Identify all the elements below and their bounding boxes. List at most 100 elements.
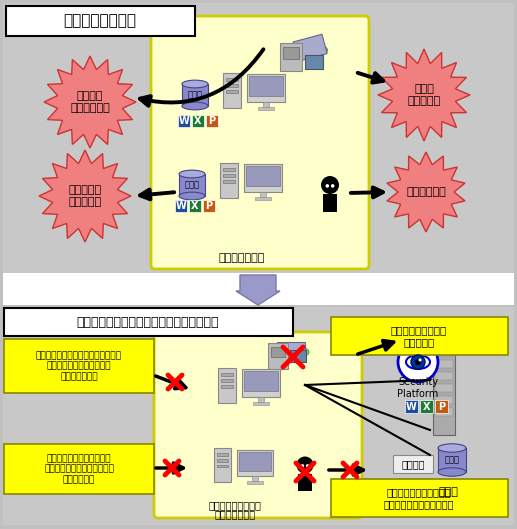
Bar <box>3 273 514 305</box>
Bar <box>220 162 238 197</box>
Bar <box>435 372 453 380</box>
Bar <box>217 453 229 456</box>
Ellipse shape <box>438 444 466 452</box>
Text: 媒体への書き出しや
印刷を制限: 媒体への書き出しや 印刷を制限 <box>391 325 447 347</box>
Bar <box>221 372 233 376</box>
Bar <box>189 200 201 212</box>
Text: 従来のパソコン: 従来のパソコン <box>219 253 265 263</box>
Circle shape <box>331 184 334 188</box>
Bar <box>323 194 337 212</box>
FancyBboxPatch shape <box>151 16 369 269</box>
Circle shape <box>301 464 304 468</box>
FancyBboxPatch shape <box>331 479 508 517</box>
Bar <box>260 192 266 197</box>
Bar <box>221 385 233 388</box>
Bar <box>435 384 453 392</box>
Bar <box>3 307 514 525</box>
Text: データ: データ <box>445 455 460 464</box>
Text: 操作ログ: 操作ログ <box>401 459 425 469</box>
Bar <box>214 449 231 481</box>
Bar <box>277 342 305 362</box>
Bar <box>226 78 238 80</box>
Polygon shape <box>236 275 280 305</box>
Polygon shape <box>378 49 470 141</box>
Bar <box>280 43 302 71</box>
Text: X: X <box>423 402 430 412</box>
FancyBboxPatch shape <box>154 332 362 518</box>
Bar <box>249 76 283 96</box>
Bar <box>178 115 190 127</box>
Text: サーバ: サーバ <box>438 487 458 497</box>
Circle shape <box>398 342 438 382</box>
Ellipse shape <box>293 44 327 56</box>
Circle shape <box>326 184 329 188</box>
FancyBboxPatch shape <box>4 308 293 336</box>
Bar <box>206 115 218 127</box>
Text: P: P <box>208 116 216 126</box>
FancyBboxPatch shape <box>6 6 195 36</box>
Bar <box>3 3 514 273</box>
Bar <box>223 72 241 107</box>
Bar <box>223 174 235 177</box>
Text: 操作ログの集中的取得で
不正による情報漏洩を抑止: 操作ログの集中的取得で 不正による情報漏洩を抑止 <box>384 487 454 509</box>
Bar <box>271 347 285 357</box>
Text: 媒体の
盗難・紛失: 媒体の 盗難・紛失 <box>407 84 440 106</box>
Bar <box>290 40 330 58</box>
Ellipse shape <box>438 468 466 476</box>
Bar <box>435 348 453 356</box>
Bar <box>217 464 229 468</box>
Text: ウィルス
スパイウェア: ウィルス スパイウェア <box>70 91 110 113</box>
Ellipse shape <box>179 170 205 178</box>
Circle shape <box>297 457 313 473</box>
Bar <box>435 400 448 413</box>
Ellipse shape <box>182 102 208 110</box>
Bar <box>263 102 269 107</box>
Text: パソコンの
盗難・紛失: パソコンの 盗難・紛失 <box>68 185 101 207</box>
Circle shape <box>411 355 425 369</box>
Bar <box>258 107 274 110</box>
Bar <box>268 343 288 369</box>
Bar <box>247 74 285 102</box>
Bar <box>223 168 235 170</box>
Bar <box>435 396 453 404</box>
Bar <box>293 34 327 61</box>
Bar <box>435 360 453 368</box>
Text: X: X <box>191 201 199 211</box>
Text: 情報漏洩のリスク: 情報漏洩のリスク <box>64 14 136 29</box>
Text: データ: データ <box>185 180 200 189</box>
Text: シンクライアント化: シンクライアント化 <box>208 500 262 510</box>
Bar <box>192 115 204 127</box>
Text: データ: データ <box>188 90 203 99</box>
Text: Security
Platform: Security Platform <box>398 377 438 399</box>
Bar <box>253 402 269 405</box>
Bar <box>179 174 205 196</box>
FancyBboxPatch shape <box>4 444 154 494</box>
Text: X: X <box>194 116 202 126</box>
Bar <box>433 345 455 435</box>
Bar <box>182 84 208 106</box>
Bar <box>393 455 433 473</box>
Bar <box>226 84 238 87</box>
Ellipse shape <box>406 355 430 369</box>
Bar <box>255 197 271 200</box>
Bar <box>405 400 418 413</box>
Bar <box>223 179 235 183</box>
Bar <box>438 448 466 472</box>
Bar <box>283 47 299 59</box>
Bar <box>246 166 280 186</box>
Polygon shape <box>39 150 131 242</box>
Polygon shape <box>44 56 136 148</box>
Bar <box>298 473 312 490</box>
Text: データがパソコン側に存在
しないため、盗難・紛失して
も漏洩しない: データがパソコン側に存在 しないため、盗難・紛失して も漏洩しない <box>44 454 114 484</box>
Bar <box>218 368 236 403</box>
Bar <box>244 371 278 391</box>
Bar <box>305 55 323 69</box>
Text: W: W <box>406 402 417 412</box>
Bar <box>237 450 273 477</box>
Circle shape <box>321 176 339 194</box>
Ellipse shape <box>179 192 205 200</box>
Bar <box>175 200 187 212</box>
Ellipse shape <box>277 346 309 358</box>
Bar <box>217 459 229 462</box>
Bar <box>242 369 280 397</box>
